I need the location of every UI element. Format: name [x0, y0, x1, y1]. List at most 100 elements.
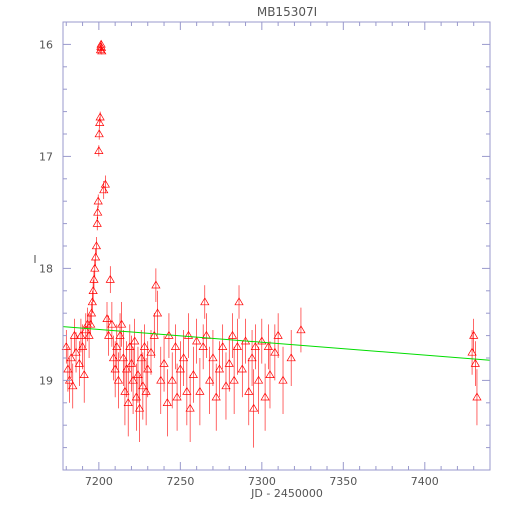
data-point: [143, 341, 153, 398]
data-point: [263, 324, 273, 370]
x-axis-title: JD - 2450000: [250, 487, 323, 500]
triangle-marker: [115, 330, 125, 339]
data-point: [152, 290, 163, 336]
triangle-marker: [93, 196, 103, 205]
data-point: [121, 341, 132, 398]
data-point: [141, 358, 151, 426]
axis-ticks: 7200 7250 7300 7350 7400 16 17 18 19: [39, 21, 491, 488]
triangle-marker: [107, 319, 117, 328]
triangle-marker: [244, 386, 254, 395]
data-point: [81, 313, 91, 347]
triangle-marker: [138, 381, 148, 390]
triangle-marker: [92, 218, 102, 227]
triangle-marker: [134, 403, 145, 412]
triangle-marker: [61, 342, 71, 350]
data-point: [469, 318, 479, 353]
triangle-marker: [253, 375, 264, 384]
triangle-marker: [273, 330, 283, 339]
data-point: [178, 330, 189, 386]
triangle-marker: [229, 375, 239, 384]
data-point: [63, 346, 73, 392]
data-point: [120, 358, 130, 426]
data-point: [244, 358, 254, 426]
triangle-marker: [156, 375, 166, 384]
triangle-marker: [195, 386, 205, 395]
triangle-marker: [86, 319, 96, 328]
data-point: [467, 330, 477, 375]
triangle-marker: [170, 342, 181, 350]
data-point: [278, 346, 288, 414]
data-point: [133, 346, 143, 403]
data-point: [270, 324, 280, 381]
triangle-marker: [205, 375, 215, 384]
triangle-marker: [234, 297, 244, 306]
data-point: [108, 335, 119, 381]
data-point: [195, 358, 205, 426]
triangle-marker: [232, 342, 242, 350]
y-tick-label: 17: [39, 150, 53, 163]
triangle-marker: [99, 185, 109, 194]
triangle-marker: [95, 118, 105, 126]
triangle-marker: [118, 353, 128, 362]
triangle-marker: [221, 381, 231, 390]
triangle-marker: [120, 386, 130, 395]
data-point: [200, 285, 210, 319]
triangle-marker: [126, 358, 137, 367]
data-point: [94, 145, 104, 157]
triangle-marker: [113, 375, 124, 384]
y-tick-label: 18: [39, 262, 53, 275]
data-point: [79, 346, 89, 403]
data-point: [89, 270, 99, 289]
data-point: [112, 324, 122, 370]
data-point: [224, 335, 234, 392]
triangle-marker: [66, 353, 76, 362]
data-point: [470, 341, 480, 386]
x-tick-label: 7400: [411, 475, 439, 488]
data-point: [138, 352, 148, 420]
triangle-marker: [278, 375, 288, 384]
triangle-marker: [175, 364, 185, 373]
triangle-marker: [469, 330, 479, 339]
triangle-marker: [95, 112, 105, 121]
triangle-marker: [270, 347, 280, 356]
triangle-marker: [112, 342, 122, 350]
x-tick-label: 7300: [248, 475, 276, 488]
data-point: [221, 352, 231, 420]
triangle-marker: [183, 330, 194, 339]
triangle-marker: [167, 375, 177, 384]
triangle-marker: [74, 358, 84, 367]
data-point: [84, 313, 94, 358]
x-tick-label: 7350: [329, 475, 357, 488]
triangle-marker: [214, 364, 225, 373]
triangle-marker: [81, 325, 91, 334]
data-point: [167, 352, 177, 409]
triangle-marker: [182, 386, 192, 395]
triangle-marker: [117, 319, 127, 328]
triangle-marker: [149, 330, 159, 339]
data-point: [159, 335, 169, 392]
triangle-marker: [143, 364, 153, 373]
triangle-marker: [152, 308, 163, 317]
triangle-marker: [247, 353, 257, 362]
triangle-marker: [139, 342, 150, 350]
data-point: [97, 46, 107, 55]
triangle-marker: [86, 308, 97, 317]
y-tick-label: 16: [39, 38, 53, 51]
triangle-marker: [97, 46, 107, 55]
data-point: [95, 111, 105, 123]
data-point: [117, 302, 127, 347]
data-point: [472, 369, 482, 426]
data-point: [183, 313, 194, 358]
triangle-marker: [192, 336, 202, 345]
data-point: [66, 337, 76, 379]
data-point: [100, 175, 110, 194]
data-point: [237, 341, 247, 398]
data-point: [131, 363, 141, 431]
x-tick-label: 7200: [85, 475, 113, 488]
data-point: [175, 341, 185, 398]
triangle-marker: [77, 342, 88, 350]
triangle-marker: [90, 252, 101, 261]
triangle-marker: [151, 280, 161, 289]
triangle-marker: [94, 129, 104, 138]
